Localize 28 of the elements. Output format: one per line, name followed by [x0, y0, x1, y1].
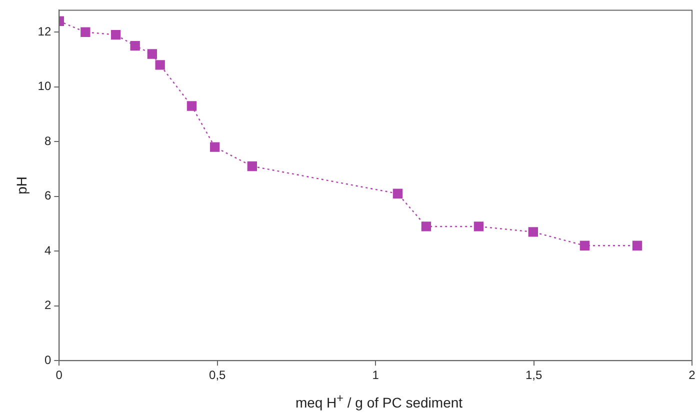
x-tick-label: 2: [688, 368, 696, 382]
y-tick-label: 12: [38, 24, 52, 38]
x-tick-label: 1,5: [525, 368, 542, 382]
y-tick-label: 10: [38, 79, 52, 94]
y-tick-label: 8: [44, 134, 52, 148]
point: [421, 222, 432, 232]
point: [632, 240, 642, 250]
point: [80, 27, 90, 37]
point: [130, 40, 140, 51]
point: [247, 161, 258, 172]
y-tick-label: 6: [44, 188, 52, 203]
y-tick-label: 2: [44, 298, 52, 312]
point: [186, 101, 197, 111]
point: [110, 30, 121, 40]
x-tick-label: 0,5: [209, 368, 226, 382]
y-axis-title: pH: [13, 176, 30, 194]
y-tick-label: 0: [44, 352, 52, 367]
y-tick-label: 4: [44, 243, 52, 258]
point: [210, 142, 220, 152]
x-tick-label: 0: [56, 368, 63, 382]
point: [147, 49, 158, 59]
x-tick-label: 1: [372, 368, 380, 382]
x-axis-title: meq H$^{+}$ / g of PC sediment: [294, 392, 464, 411]
point: [580, 240, 590, 250]
point: [474, 222, 484, 232]
point: [155, 60, 165, 70]
point: [528, 227, 538, 237]
point: [392, 188, 403, 198]
